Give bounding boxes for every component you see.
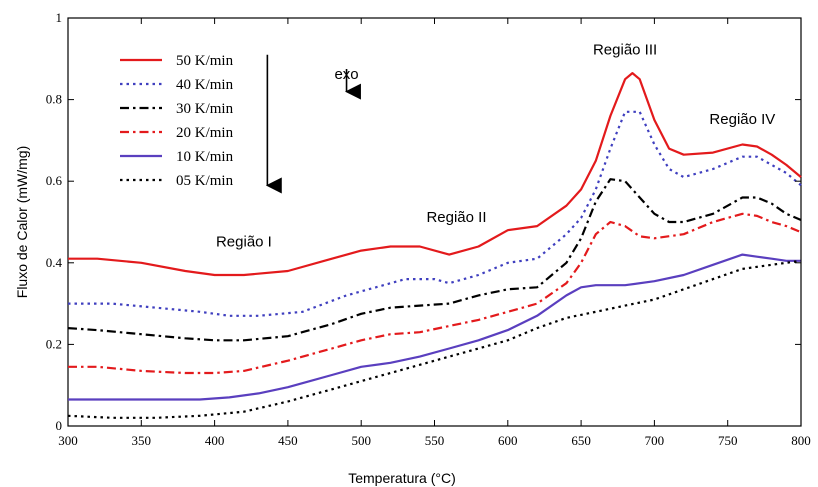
- legend-label-40-k-min: 40 K/min: [176, 77, 234, 93]
- series-line-10-k-min: [68, 253, 801, 401]
- x-tick-label: 350: [132, 433, 152, 448]
- x-tick-label: 750: [718, 433, 738, 448]
- y-tick-label: 0.6: [46, 173, 63, 188]
- series-line-20-k-min: [68, 212, 802, 375]
- legend-label-50-k-min: 50 K/min: [176, 53, 234, 69]
- y-tick-label: 0.8: [46, 92, 62, 107]
- y-tick-label: 1: [56, 10, 63, 25]
- series-line-05-k-min: [67, 259, 802, 419]
- x-tick-label: 700: [645, 433, 665, 448]
- legend: 50 K/min 40 K/min 30 K/min 20 K/min 10 K/min…: [120, 53, 234, 189]
- x-tick-label: 550: [425, 433, 445, 448]
- series-line-50-k-min: [68, 72, 802, 277]
- x-tick-label: 800: [791, 433, 811, 448]
- annotation-regi-o-i: Região I: [216, 233, 272, 250]
- y-tick-label: 0.4: [46, 255, 63, 270]
- x-tick-label: 300: [58, 433, 78, 448]
- x-tick-label: 600: [498, 433, 518, 448]
- series-line-30-k-min: [67, 178, 802, 342]
- ticks-layer: 300 350 400 450 500 550 600 650 700 750 800 0 0.2 0.4…: [46, 10, 811, 448]
- y-tick-label: 0.2: [46, 336, 62, 351]
- legend-label-30-k-min: 30 K/min: [176, 101, 234, 117]
- x-tick-label: 500: [351, 433, 371, 448]
- x-tick-label: 400: [205, 433, 225, 448]
- x-tick-label: 650: [571, 433, 591, 448]
- legend-label-20-k-min: 20 K/min: [176, 125, 234, 141]
- legend-label-05-k-min: 05 K/min: [176, 173, 234, 189]
- y-tick-label: 0: [56, 418, 63, 433]
- legend-label-10-k-min: 10 K/min: [176, 149, 234, 165]
- annotation-regi-o-ii: Região II: [426, 209, 486, 226]
- annotation-regi-o-iii: Região III: [593, 42, 657, 59]
- x-tick-label: 450: [278, 433, 298, 448]
- x-axis-label: Temperatura (°C): [348, 470, 456, 486]
- series-layer: [67, 72, 802, 419]
- y-axis-label: Fluxo de Calor (mW/mg): [14, 146, 30, 298]
- annotation-regi-o-iv: Região IV: [709, 111, 775, 128]
